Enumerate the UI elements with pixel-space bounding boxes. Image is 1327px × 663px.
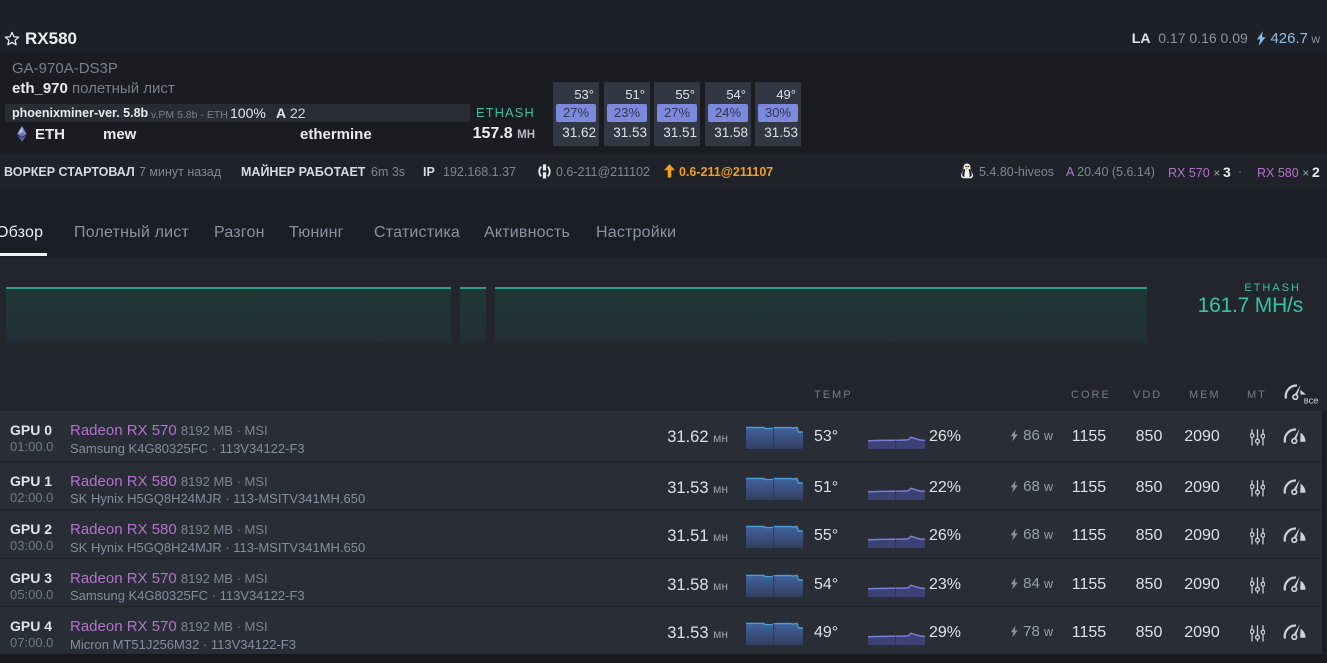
svg-text:все: все [1304,396,1319,406]
